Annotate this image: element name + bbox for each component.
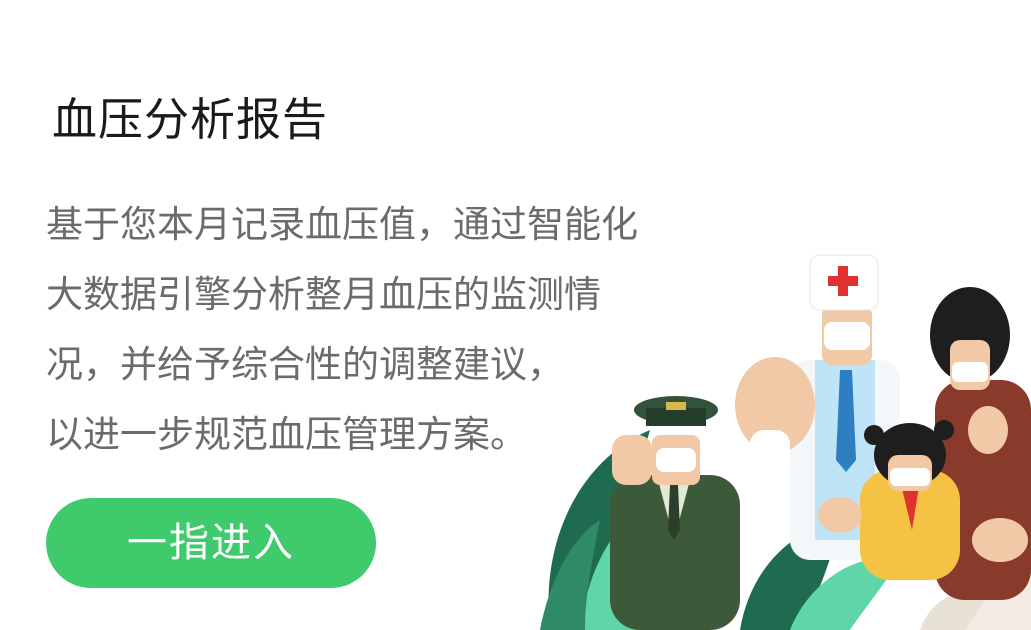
- enter-button[interactable]: 一指进入: [46, 498, 376, 588]
- soldier-figure: [610, 396, 740, 630]
- description-line: 况，并给予综合性的调整建议，: [46, 343, 564, 386]
- medical-team-illustration: [540, 254, 1031, 630]
- child-figure: [818, 420, 960, 580]
- description-line: 以进一步规范血压管理方案。: [46, 413, 527, 456]
- report-description: 基于您本月记录血压值，通过智能化 大数据引擎分析整月血压的监测情 况，并给予综合…: [46, 190, 746, 470]
- page-title: 血压分析报告: [52, 93, 329, 146]
- description-line: 基于您本月记录血压值，通过智能化: [46, 203, 638, 246]
- description-line: 大数据引擎分析整月血压的监测情: [46, 273, 601, 316]
